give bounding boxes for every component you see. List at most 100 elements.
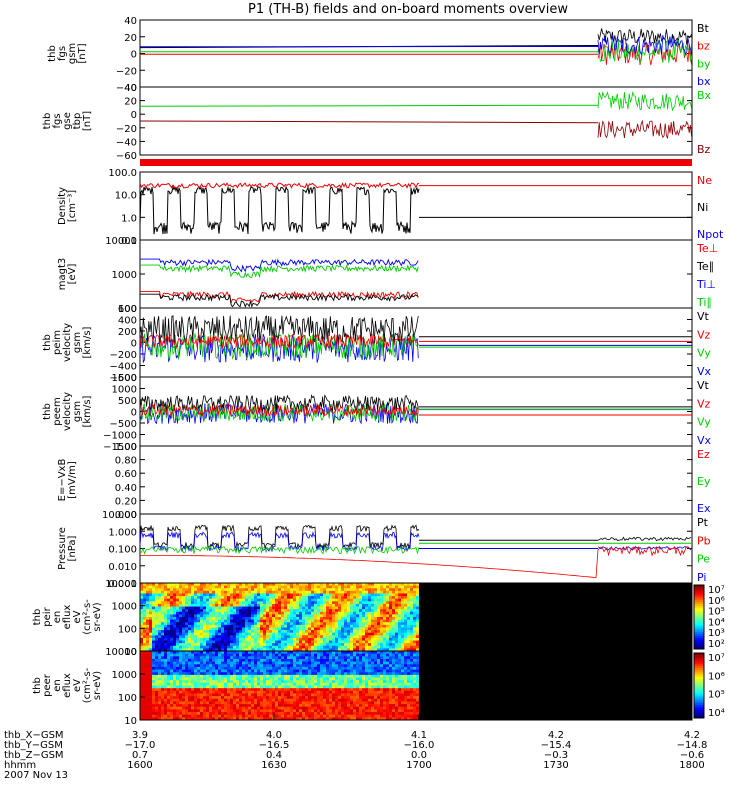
spectrogram-cell [272,612,275,615]
spectrogram-cell [317,591,320,594]
spectrogram-cell [200,601,203,604]
spectrogram-cell [404,641,407,644]
spectrogram-cell [188,707,191,710]
y-tick-label: −20 [116,66,137,77]
spectrogram-cell [248,635,251,638]
spectrogram-cell [380,659,383,662]
spectrogram-cell [335,609,338,612]
spectrogram-cell [182,586,185,589]
spectrogram-cell [236,680,239,683]
spectrogram-cell [356,667,359,670]
spectrogram-cell [158,630,161,633]
spectrogram-cell [290,688,293,691]
spectrogram-cell [248,680,251,683]
spectrogram-cell [155,625,158,628]
spectrogram-cell [359,641,362,644]
spectrogram-cell [191,586,194,589]
spectrogram-cell [317,686,320,689]
spectrogram-cell [326,599,329,602]
spectrogram-cell [281,662,284,665]
spectrogram-cell [290,635,293,638]
spectrogram-cell [218,601,221,604]
spectrogram-cell [176,591,179,594]
spectrogram-cell [317,680,320,683]
spectrogram-cell [218,709,221,712]
spectrogram-cell [161,609,164,612]
spectrogram-cell [335,659,338,662]
spectrogram-cell [266,654,269,657]
spectrogram-cell [371,617,374,620]
spectrogram-cell [353,688,356,691]
spectrogram-cell [299,627,302,630]
spectrogram-cell [143,659,146,662]
spectrogram-cell [260,667,263,670]
spectrogram-cell [257,630,260,633]
spectrogram-cell [203,675,206,678]
spectrogram-cell [383,675,386,678]
spectrogram-cell [284,635,287,638]
spectrogram-cell [356,612,359,615]
spectrogram-cell [218,620,221,623]
spectrogram-cell [152,699,155,702]
spectrogram-cell [248,588,251,591]
spectrogram-cell [143,643,146,646]
spectrogram-cell [245,646,248,649]
spectrogram-cell [278,675,281,678]
spectrogram-cell [266,683,269,686]
spectrogram-cell [260,707,263,710]
spectrogram-cell [152,596,155,599]
spectrogram-cell [347,662,350,665]
panel-pressure: 10.0001.0000.1000.0100.001Pressure[nPa]P… [57,510,711,590]
y-tick-label: 0.40 [115,483,137,494]
spectrogram-cell [332,654,335,657]
spectrogram-cell [311,607,314,610]
spectrogram-cell [194,630,197,633]
spectrogram-cell [185,630,188,633]
spectrogram-cell [344,704,347,707]
spectrogram-cell [305,662,308,665]
spectrogram-cell [323,635,326,638]
spectrogram-cell [221,659,224,662]
spectrogram-cell [284,599,287,602]
spectrogram-cell [149,588,152,591]
spectrogram-cell [371,672,374,675]
spectrogram-cell [365,662,368,665]
spectrogram-cell [167,656,170,659]
spectrogram-cell [296,641,299,644]
spectrogram-cell [413,586,416,589]
spectrogram-cell [227,622,230,625]
spectrogram-cell [254,656,257,659]
spectrogram-cell [356,688,359,691]
spectrogram-cell [302,680,305,683]
spectrogram-cell [227,675,230,678]
spectrogram-cell [371,630,374,633]
spectrogram-cell [233,656,236,659]
spectrogram-cell [197,709,200,712]
spectrogram-cell [320,656,323,659]
spectrogram-cell [320,683,323,686]
spectrogram-cell [158,691,161,694]
spectrogram-cell [380,643,383,646]
spectrogram-cell [212,696,215,699]
spectrogram-cell [242,683,245,686]
spectrogram-cell [227,604,230,607]
spectrogram-cell [416,586,419,589]
spectrogram-cell [242,612,245,615]
spectrogram-cell [191,699,194,702]
spectrogram-cell [188,604,191,607]
spectrogram-cell [350,691,353,694]
spectrogram-cell [323,715,326,718]
spectrogram-cell [194,712,197,715]
spectrogram-cell [392,667,395,670]
spectrogram-cell [347,586,350,589]
spectrogram-cell [266,699,269,702]
spectrogram-cell [152,670,155,673]
spectrogram-cell [182,709,185,712]
spectrogram-cell [299,622,302,625]
spectrogram-cell [257,656,260,659]
spectrogram-cell [230,678,233,681]
spectrogram-cell [341,688,344,691]
spectrogram-cell [407,625,410,628]
spectrogram-cell [323,691,326,694]
spectrogram-cell [146,617,149,620]
